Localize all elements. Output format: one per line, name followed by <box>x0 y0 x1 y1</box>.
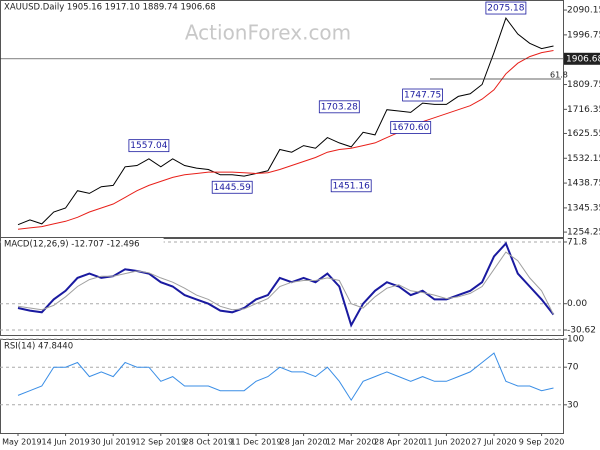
watermark: ActionForex.com <box>185 21 351 45</box>
x-tick-label: 28 Oct 2019 <box>184 438 233 447</box>
annotation-label: 1670.60 <box>392 123 429 133</box>
y-tick-label: 2090.15 <box>567 6 600 16</box>
y-tick-label: 1254.25 <box>567 228 600 238</box>
last-price-label: 1906.68 <box>566 54 600 64</box>
x-tick-label: 28 Jan 2020 <box>280 438 328 447</box>
series-line <box>17 352 554 402</box>
annotation-label: 1557.04 <box>130 141 167 151</box>
annotation-label: 1747.75 <box>404 91 441 101</box>
x-tick-label: 11 Jun 2020 <box>422 438 470 447</box>
y-tick-label: 70 <box>567 363 579 373</box>
annotation-box <box>211 180 253 194</box>
series-line <box>17 17 554 226</box>
annotation-box <box>318 100 360 114</box>
title-bg <box>1 1 250 13</box>
annotation-box <box>330 179 372 193</box>
x-tick-label: 14 Jun 2019 <box>42 438 90 447</box>
last-price-box <box>564 52 600 65</box>
y-tick-label: 1345.35 <box>567 203 600 213</box>
y-tick-label: 1716.35 <box>567 105 600 115</box>
x-tick-label: 1 May 2019 <box>0 438 42 447</box>
series-line <box>17 50 554 230</box>
y-tick-label: 1625.55 <box>567 129 600 139</box>
series-line <box>17 241 555 328</box>
panel-title: MACD(12,26,9) -12.707 -12.496 <box>4 240 140 250</box>
y-tick-label: 100 <box>567 335 584 345</box>
x-tick-label: 12 Sep 2019 <box>135 438 186 447</box>
annotation-label: 1451.16 <box>333 181 370 191</box>
annotation-box <box>485 1 527 15</box>
panel-title: XAUUSD.Daily 1905.16 1917.10 1889.74 190… <box>4 3 216 13</box>
panel-title: RSI(14) 47.8440 <box>4 342 73 352</box>
x-tick-label: 11 Dec 2019 <box>230 438 281 447</box>
annotation-label: 1703.28 <box>321 102 358 112</box>
x-tick-label: 27 Jul 2020 <box>471 438 516 447</box>
y-tick-label: 1532.15 <box>567 154 600 164</box>
annotation-label: 1445.59 <box>214 183 251 193</box>
y-tick-label: 71.8 <box>567 237 587 247</box>
annotation-box <box>128 139 170 153</box>
title-bg <box>1 340 88 352</box>
series-line <box>17 251 554 315</box>
x-tick-label: 30 Jul 2019 <box>91 438 136 447</box>
y-tick-label: 30 <box>567 400 579 410</box>
y-tick-label: 1438.75 <box>567 179 600 189</box>
annotation-box <box>402 88 444 102</box>
panel-frame <box>0 237 564 336</box>
x-tick-label: 9 Sep 2020 <box>519 438 565 447</box>
y-tick-label: 1996.75 <box>567 30 600 40</box>
panel-frame <box>0 0 564 239</box>
y-tick-label: 0.00 <box>567 299 587 309</box>
annotation-box <box>390 121 432 134</box>
x-tick-label: 28 Apr 2020 <box>374 438 423 447</box>
y-tick-label: 1809.75 <box>567 80 600 90</box>
title-bg <box>1 238 164 250</box>
y-tick-label: -30.62 <box>567 326 596 336</box>
fib-label: 61.8 <box>550 71 568 80</box>
x-tick-label: 12 Mar 2020 <box>326 438 377 447</box>
annotation-label: 2075.18 <box>487 4 524 14</box>
